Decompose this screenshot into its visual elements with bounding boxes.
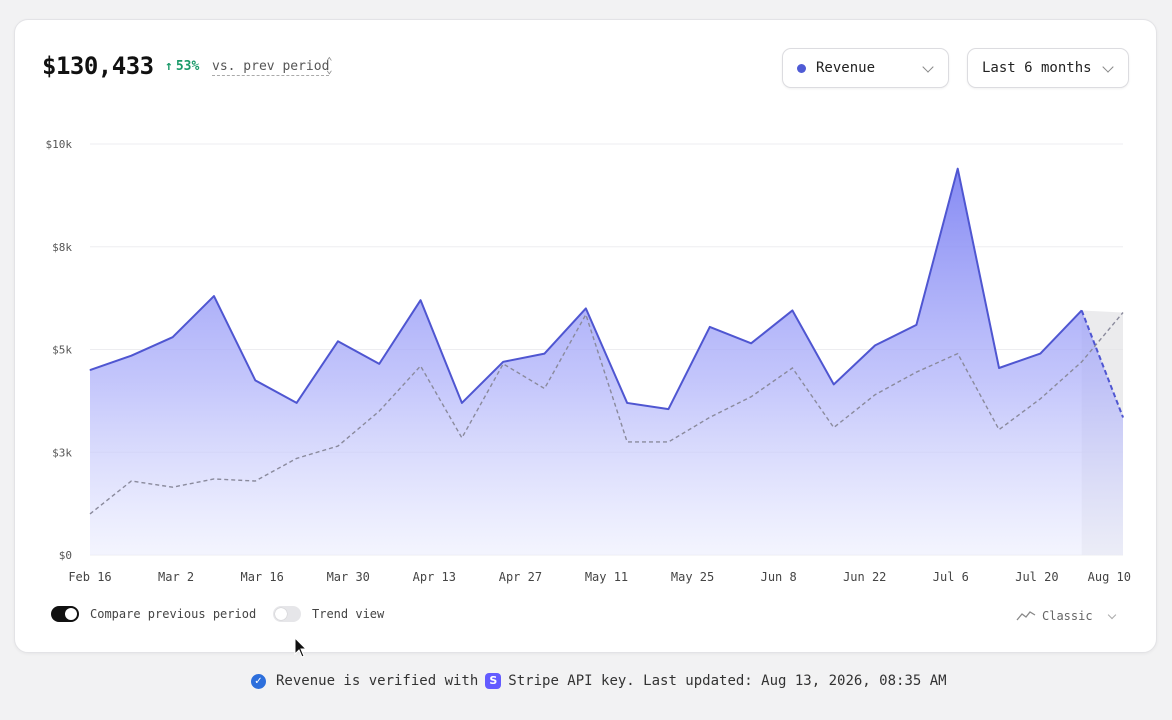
revenue-point — [957, 168, 959, 170]
x-tick-label: Jun 8 — [761, 570, 797, 584]
revenue-card: $130,433 ↑ 53% vs. prev period ⌃ ⌄ Revenu… — [14, 19, 1157, 653]
revenue-point — [1122, 416, 1124, 418]
change-indicator: ↑ 53% — [165, 59, 199, 74]
revenue-point — [791, 309, 793, 311]
y-tick-label: $3k — [52, 446, 72, 459]
stripe-logo-icon: S — [485, 673, 502, 689]
revenue-point — [502, 361, 504, 363]
mouse-cursor-icon — [294, 637, 308, 658]
verified-check-icon: ✓ — [251, 673, 266, 689]
arrow-up-icon: ↑ — [165, 59, 173, 74]
sort-updown-icon[interactable]: ⌃ ⌄ — [326, 55, 333, 76]
x-tick-label: Mar 30 — [327, 570, 370, 584]
revenue-point — [420, 299, 422, 301]
x-tick-label: Jul 6 — [933, 570, 969, 584]
revenue-point — [667, 408, 669, 410]
chevron-down-icon — [1107, 610, 1116, 619]
footer-text-before: Revenue is verified with — [276, 673, 479, 689]
footer-text-after: Stripe API key. Last updated: Aug 13, 20… — [508, 673, 947, 689]
x-tick-label: Apr 27 — [499, 570, 542, 584]
revenue-point — [709, 326, 711, 328]
revenue-point — [461, 402, 463, 404]
x-tick-label: Jun 22 — [843, 570, 886, 584]
revenue-point — [172, 336, 174, 338]
revenue-point — [585, 307, 587, 309]
compare-toggle[interactable] — [51, 606, 79, 622]
revenue-point — [337, 340, 339, 342]
revenue-point — [254, 379, 256, 381]
y-tick-label: $0 — [59, 549, 72, 562]
verification-footer: ✓ Revenue is verified with S Stripe API … — [251, 673, 947, 689]
revenue-point — [213, 295, 215, 297]
y-tick-label: $5k — [52, 344, 72, 357]
revenue-point — [998, 367, 1000, 369]
revenue-projected-segment — [1080, 310, 1124, 418]
revenue-point — [626, 402, 628, 404]
trend-toggle[interactable] — [273, 606, 301, 622]
revenue-area — [90, 168, 1123, 555]
revenue-point — [874, 344, 876, 346]
date-range-label: Last 6 months — [982, 60, 1092, 76]
x-tick-label: Feb 16 — [68, 570, 111, 584]
x-tick-label: Mar 16 — [240, 570, 283, 584]
chart-style-select[interactable]: Classic — [1016, 609, 1116, 623]
revenue-point — [130, 355, 132, 357]
trend-toggle-control[interactable]: Trend view — [273, 606, 384, 622]
y-tick-label: $10k — [46, 138, 73, 151]
revenue-point — [1081, 309, 1083, 311]
revenue-area-chart: $0 $3k $5k $8k $10k Feb 16 Mar 2 Mar 16 Mar 30 A… — [46, 138, 1132, 584]
metric-select-label: Revenue — [816, 60, 876, 76]
revenue-point — [378, 363, 380, 365]
previous-period-line — [89, 312, 1124, 515]
total-revenue: $130,433 — [42, 52, 154, 80]
revenue-point — [915, 324, 917, 326]
metric-color-dot — [797, 63, 806, 73]
x-tick-label: Aug 10 — [1088, 570, 1131, 584]
compare-toggle-control[interactable]: Compare previous period — [51, 606, 256, 622]
x-tick-label: Apr 13 — [413, 570, 456, 584]
x-tick-label: May 25 — [671, 570, 714, 584]
revenue-point — [833, 383, 835, 385]
y-tick-label: $8k — [52, 241, 72, 254]
revenue-point — [544, 353, 546, 355]
x-tick-label: May 11 — [585, 570, 628, 584]
x-tick-label: Mar 2 — [158, 570, 194, 584]
chart-style-label: Classic — [1042, 609, 1093, 623]
compare-toggle-label: Compare previous period — [90, 607, 257, 621]
line-chart-icon — [1016, 611, 1036, 621]
revenue-point — [1039, 353, 1041, 355]
revenue-point — [296, 402, 298, 404]
compare-period-selector[interactable]: vs. prev period — [212, 59, 330, 76]
revenue-point — [750, 342, 752, 344]
metric-select[interactable]: Revenue — [782, 48, 949, 88]
date-range-select[interactable]: Last 6 months — [967, 48, 1129, 88]
change-percent: 53% — [175, 59, 200, 74]
trend-toggle-label: Trend view — [312, 607, 385, 621]
revenue-point — [89, 369, 91, 371]
x-tick-label: Jul 20 — [1015, 570, 1058, 584]
